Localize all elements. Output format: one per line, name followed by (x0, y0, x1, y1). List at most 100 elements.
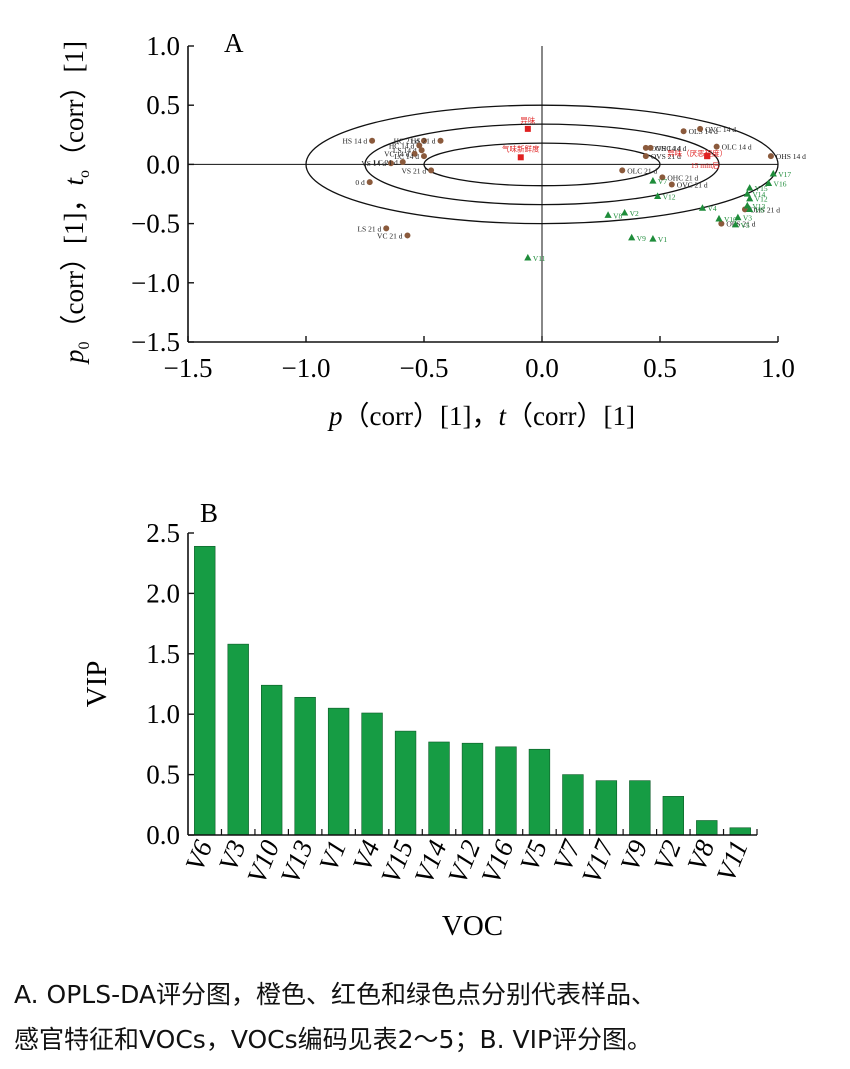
point-lc-21-d (399, 159, 406, 166)
point-15-min (704, 153, 711, 160)
point-v10 (715, 214, 723, 222)
y-tick-label: 0.0 (146, 149, 180, 179)
point-ohc-14-d (647, 144, 654, 151)
point-label: V6 (755, 205, 764, 214)
point-ohc-21-d (659, 174, 666, 181)
point-v8 (604, 211, 612, 218)
point-v9 (628, 233, 636, 241)
point-ls-14-d (418, 147, 425, 154)
bar-v10 (261, 684, 283, 836)
point-label: 异味 (520, 115, 535, 125)
bar-v1 (327, 707, 350, 836)
y-axis-title: VIP (81, 661, 113, 708)
point-label: V1 (658, 235, 667, 244)
x-tick-label: V16 (475, 836, 519, 888)
point-label: OHC 21 d (667, 173, 698, 182)
point-label: V3 (743, 214, 752, 223)
opls-da-score-plot: −1.5 −1.0 −0.5 0.0 0.5 1.0 −1.5 −1.0 −0.5 0.0 0.5 1… (59, 28, 806, 431)
series-vocs: V17V16V15V14V12V13V6V3V10V5V4V7V12V2V8V9… (524, 169, 791, 263)
point-v2 (621, 208, 629, 216)
point-label: OLS 14 d (689, 127, 718, 136)
point-label: LS 14 d (393, 146, 417, 155)
point-label: VC 14 d (384, 150, 410, 159)
point-0-d (366, 179, 373, 186)
bar-v15 (394, 730, 417, 836)
bar-v9 (629, 780, 651, 836)
x-tick-label: V12 (442, 836, 486, 888)
point-label: OVC 21 d (677, 181, 708, 190)
point-label: HC 14 d (389, 141, 415, 150)
bar-v3 (227, 643, 249, 836)
caption-line-1: A. OPLS-DA评分图，橙色、红色和绿色点分别代表样品、 (14, 980, 657, 1009)
y-tick-label: 0.0 (146, 820, 180, 850)
point-v3 (734, 213, 742, 221)
point-v1 (649, 234, 657, 242)
point-label: OHS 21 d (750, 205, 780, 214)
point-label: V8 (613, 211, 622, 220)
point-label: HS 14 d (342, 137, 367, 146)
point-label: V12 (755, 195, 768, 204)
bar-v12 (461, 742, 484, 836)
point-v16 (764, 179, 773, 186)
point-hs-14-d (369, 137, 376, 144)
y-tick-label: 2.5 (146, 518, 180, 548)
point-item (517, 154, 524, 161)
point-v6 (746, 205, 754, 212)
y-tick-label: −1.5 (131, 327, 180, 357)
point-ovs-14-d (642, 144, 649, 151)
point-v15 (746, 184, 754, 191)
point-label: LS 21 d (357, 224, 381, 233)
vip-bar-chart: 0.00.51.01.52.02.5V6V3V10V13V1V4V15V14V1… (81, 498, 758, 942)
point-label: V13 (752, 202, 765, 211)
point-lc-14-d (421, 153, 427, 160)
bar-v17 (595, 780, 618, 836)
series-samples: HS 14 d HC 21 dHS 21 dHC 14 dLS 14 dVC 14… (342, 125, 806, 241)
point-label: V14 (752, 190, 765, 199)
bar-group (194, 545, 751, 836)
figure-caption: A. OPLS-DA评分图，橙色、红色和绿色点分别代表样品、 感官特征和VOCs… (14, 972, 844, 1062)
point-v11 (524, 253, 532, 261)
point-ovc-14-d (697, 125, 704, 132)
x-tick-label: V13 (275, 836, 319, 888)
x-tick-label: 0.0 (525, 353, 559, 383)
bar-v7 (562, 774, 584, 836)
x-tick-label: V5 (514, 836, 553, 875)
point-label: OVC 14 d (705, 125, 736, 134)
point-label: V15 (755, 184, 768, 193)
caption-line-2: 感官特征和VOCs，VOCs编码见表2～5；B. VIP评分图。 (14, 1025, 653, 1054)
point-label: HS 21 d (411, 137, 436, 146)
point-item (524, 125, 531, 132)
y-tick-label: 1.5 (146, 639, 180, 669)
point-label: V12 (663, 192, 676, 201)
bar-v6 (194, 545, 216, 836)
point-ohs-14-d (767, 153, 774, 160)
point-label: V9 (637, 234, 646, 243)
y-axis-title: p0（corr）[1]，to（corr）[1] (59, 41, 93, 365)
x-tick-label: V2 (648, 836, 687, 875)
point-ls-21-d (383, 225, 390, 232)
x-tick-label: V9 (614, 836, 653, 876)
point-label: 异味（厌恶程度） (667, 148, 727, 158)
point-vc-14-d (411, 150, 418, 157)
point-label: V7 (658, 177, 667, 186)
point-label: OLC 14 d (722, 143, 752, 152)
x-tick-label: −1.0 (282, 353, 331, 383)
x-tick-label: V11 (710, 836, 753, 886)
x-tick-label: V15 (375, 836, 419, 888)
x-tick-label: V6 (179, 836, 218, 876)
point-label: V2 (630, 209, 639, 218)
x-tick-label: V1 (313, 836, 352, 875)
x-axis-title: p（corr）[1]，t（corr）[1] (327, 401, 635, 431)
y-tick-label: 0.5 (146, 90, 180, 120)
point-v14 (743, 190, 751, 197)
x-tick-label: V10 (241, 836, 285, 888)
point-v5 (731, 220, 740, 228)
point-label: OVS 14 d (651, 144, 681, 153)
point-label: OHC 14 d (656, 144, 687, 153)
point-label: VC 21 d (377, 231, 403, 240)
bar-v5 (528, 748, 551, 836)
point-label: 0 d (355, 178, 365, 187)
bar-v8 (696, 820, 718, 836)
point-v12 (654, 192, 662, 199)
